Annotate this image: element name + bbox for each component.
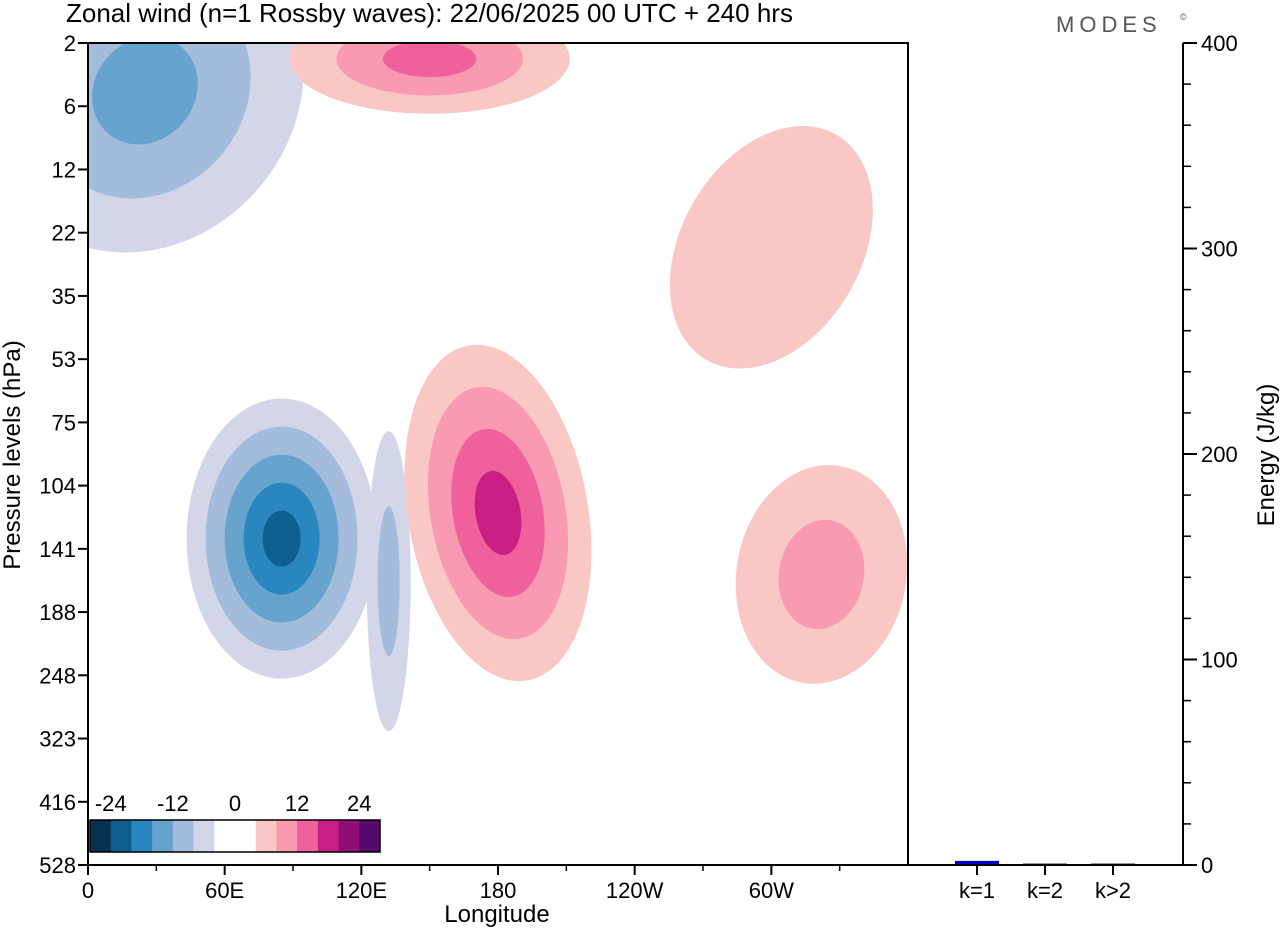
wind-contours xyxy=(88,43,908,732)
y-tick-label: 12 xyxy=(52,157,76,182)
modes-logo: MODES © xyxy=(1056,12,1187,37)
anomaly-pos-lower-east xyxy=(735,465,908,684)
x-tick-label: 180 xyxy=(480,878,517,903)
colorbar-swatch xyxy=(359,820,381,852)
energy-axis-ticks: 0 100 200 300 400 xyxy=(1183,31,1238,878)
colorbar-tick-label: 12 xyxy=(285,791,309,816)
colorbar-swatch xyxy=(255,820,277,852)
colorbar-frame xyxy=(89,819,381,853)
energy-tick-label: 200 xyxy=(1201,442,1238,467)
y-tick-label: 323 xyxy=(39,727,76,752)
y-tick-label: 528 xyxy=(39,853,76,878)
colorbar-tick-label: 0 xyxy=(229,791,241,816)
y-axis-ticks: 2 6 12 22 35 53 75 104 141 188 248 323 416 528 xyxy=(39,31,88,878)
contour-level xyxy=(778,519,865,630)
y-tick-label: 188 xyxy=(39,600,76,625)
colorbar-swatch xyxy=(338,820,360,852)
energy-panel: 0 100 200 300 400 k=1 k=2 k>2 Energy (J/kg) xyxy=(908,31,1280,903)
y-tick-label: 248 xyxy=(39,663,76,688)
logo-text: MODES xyxy=(1056,12,1162,37)
anomaly-neg-lower-west xyxy=(186,398,377,679)
energy-category-label: k=2 xyxy=(1027,878,1063,903)
y-tick-label: 104 xyxy=(39,474,76,499)
x-tick-label: 60E xyxy=(205,878,244,903)
contour-level xyxy=(383,43,477,78)
colorbar-swatch xyxy=(172,820,195,852)
chart-title: Zonal wind (n=1 Rossby waves): 22/06/202… xyxy=(66,0,793,28)
anomaly-neg-upper-west xyxy=(88,43,304,253)
contour-level xyxy=(377,506,400,657)
anomaly-pos-lower-center xyxy=(404,344,592,682)
contour-level xyxy=(669,126,873,369)
contour-level xyxy=(92,43,198,145)
colorbar-swatch xyxy=(193,820,215,852)
x-axis-label: Longitude xyxy=(444,901,549,928)
y-tick-label: 22 xyxy=(52,221,76,246)
colorbar-swatch xyxy=(297,820,319,852)
heatmap-panel: -24 -12 0 12 24 0 60E 120E 180 120W 60W 2 6 12 22 35 5… xyxy=(0,31,909,928)
y-tick-label: 35 xyxy=(52,284,76,309)
y-tick-label: 2 xyxy=(64,31,76,56)
colorbar-swatch xyxy=(214,820,236,852)
y-tick-label: 75 xyxy=(52,410,76,435)
energy-bar xyxy=(955,860,999,865)
colorbar-swatch xyxy=(276,820,298,852)
logo-copyright-mark: © xyxy=(1180,12,1187,22)
colorbar-swatch xyxy=(317,820,340,852)
contour-level xyxy=(262,510,301,567)
colorbar-swatch xyxy=(235,820,257,852)
x-tick-label: 120E xyxy=(336,878,387,903)
colorbar-swatch xyxy=(110,820,132,852)
colorbar-tick-label: -24 xyxy=(95,791,127,816)
y-axis-label: Pressure levels (hPa) xyxy=(0,340,26,569)
energy-tick-label: 100 xyxy=(1201,648,1238,673)
y-tick-label: 416 xyxy=(39,790,76,815)
x-tick-label: 60W xyxy=(749,878,794,903)
y-tick-label: 141 xyxy=(39,537,76,562)
colorbar-tick-label: -12 xyxy=(157,791,189,816)
y-tick-label: 6 xyxy=(64,94,76,119)
colorbar-swatch xyxy=(90,820,112,852)
contour-field xyxy=(88,43,908,732)
anomaly-pos-upper-east xyxy=(669,126,873,369)
colorbar-tick-label: 24 xyxy=(347,791,371,816)
x-tick-label: 0 xyxy=(82,878,94,903)
anomaly-neg-narrow xyxy=(366,431,411,732)
anomaly-pos-upper-center xyxy=(289,43,570,114)
colorbar-swatch xyxy=(152,820,174,852)
energy-category-label: k=1 xyxy=(959,878,995,903)
contour-level xyxy=(474,470,522,555)
colorbar: -24 -12 0 12 24 xyxy=(89,791,381,853)
energy-tick-label: 0 xyxy=(1201,853,1213,878)
energy-tick-label: 400 xyxy=(1201,31,1238,56)
y-tick-label: 53 xyxy=(52,347,76,372)
energy-category-label: k>2 xyxy=(1095,878,1131,903)
energy-axis-label: Energy (J/kg) xyxy=(1253,384,1280,527)
energy-tick-label: 300 xyxy=(1201,237,1238,262)
x-tick-label: 120W xyxy=(606,878,664,903)
colorbar-swatch xyxy=(131,820,153,852)
energy-category-labels: k=1 k=2 k>2 xyxy=(959,865,1131,903)
x-axis-ticks: 0 60E 120E 180 120W 60W xyxy=(82,865,841,903)
